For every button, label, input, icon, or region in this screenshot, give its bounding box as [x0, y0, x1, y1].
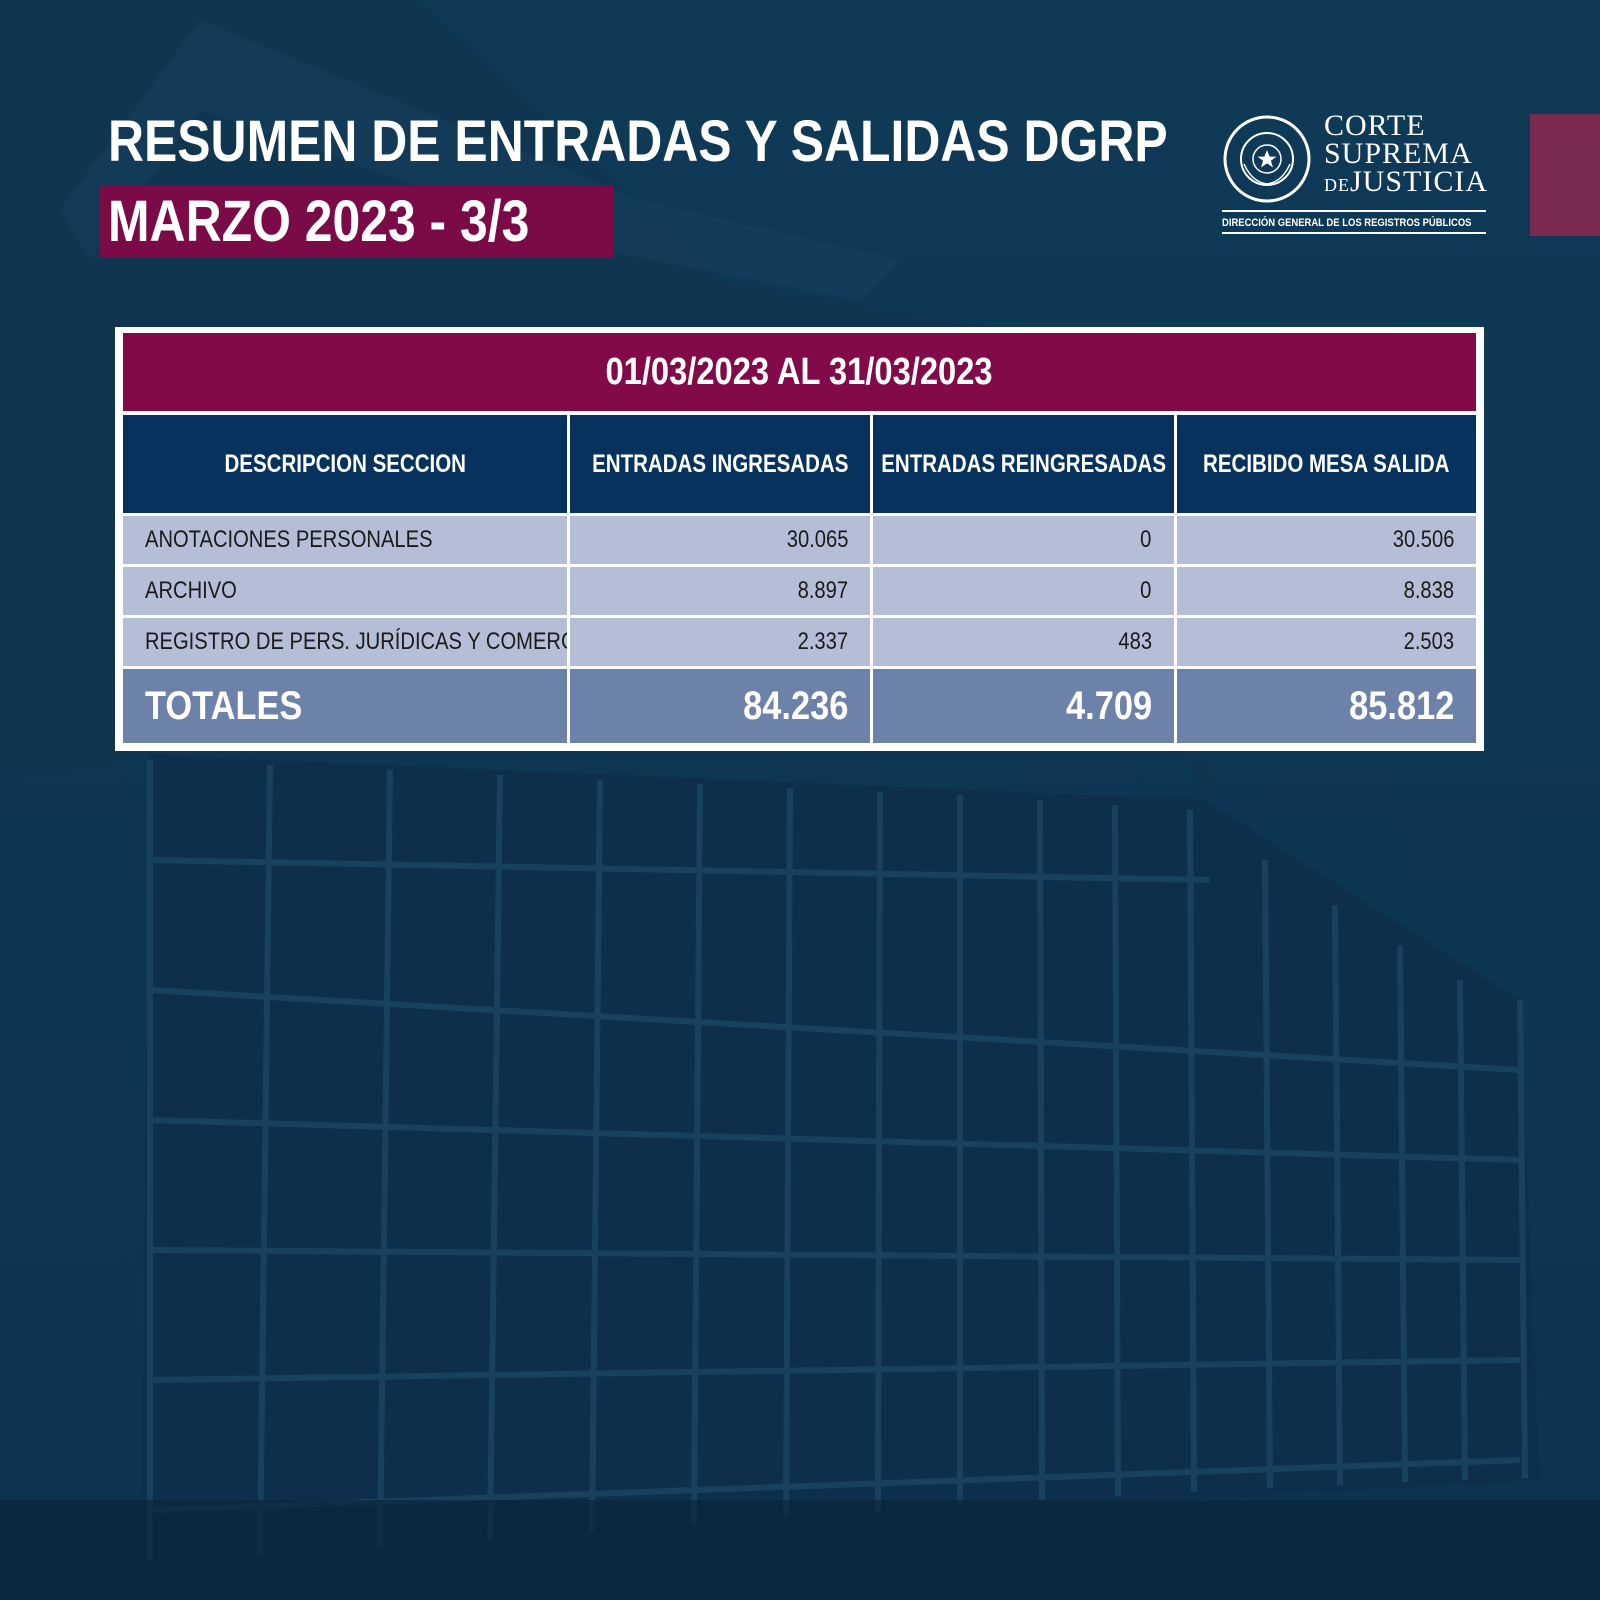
period-label: 01/03/2023 AL 31/03/2023: [605, 351, 994, 393]
logo-line1: CORTE: [1324, 109, 1426, 142]
subtitle-banner: MARZO 2023 - 3/3: [100, 186, 614, 258]
totals-row: TOTALES 84.236 4.709 85.812: [123, 669, 1476, 743]
totals-cell: 85.812: [1176, 669, 1476, 743]
totals-label: TOTALES: [123, 669, 567, 743]
table-cell: 2.337: [569, 618, 871, 666]
table-cell: ANOTACIONES PERSONALES: [123, 516, 567, 564]
logo-line3: DEJUSTICIA: [1324, 165, 1489, 199]
table-cell: 483: [873, 618, 1174, 666]
table-cell: ARCHIVO: [123, 567, 567, 615]
column-header: RECIBIDO MESA SALIDA: [1176, 415, 1476, 513]
column-header: DESCRIPCION SECCION: [123, 415, 568, 513]
totals-cell: 84.236: [569, 669, 871, 743]
table-grid: DESCRIPCION SECCION ENTRADAS INGRESADAS …: [123, 415, 1476, 746]
summary-table: 01/03/2023 AL 31/03/2023 DESCRIPCION SEC…: [115, 327, 1484, 751]
table-header-row: DESCRIPCION SECCION ENTRADAS INGRESADAS …: [123, 415, 1476, 513]
table-cell: 30.506: [1176, 516, 1476, 564]
column-header: ENTRADAS INGRESADAS: [570, 415, 871, 513]
table-cell: 8.897: [569, 567, 871, 615]
table-cell: REGISTRO DE PERS. JURÍDICAS Y COMERCIO: [123, 618, 567, 666]
corte-suprema-logo: CORTE SUPREMA DEJUSTICIA DIRECCIÓN GENER…: [1222, 109, 1490, 234]
logo-divider: [1222, 210, 1486, 212]
table-cell: 0: [873, 567, 1174, 615]
logo-divider-bottom: [1222, 232, 1486, 234]
column-header: ENTRADAS REINGRESADAS: [873, 415, 1174, 513]
page-subtitle: MARZO 2023 - 3/3: [108, 189, 530, 254]
table-row: ARCHIVO 8.897 0 8.838: [123, 567, 1476, 615]
page-title: RESUMEN DE ENTRADAS Y SALIDAS DGRP: [108, 109, 1168, 174]
table-cell: 30.065: [569, 516, 871, 564]
accent-bar: [1530, 114, 1600, 236]
logo-wordmark: CORTE SUPREMA DEJUSTICIA: [1324, 109, 1489, 199]
logo-line3-prefix: DE: [1324, 175, 1350, 195]
logo-subtitle: DIRECCIÓN GENERAL DE LOS REGISTROS PÚBLI…: [1222, 217, 1472, 229]
table-cell: 0: [873, 516, 1174, 564]
table-cell: 2.503: [1176, 618, 1476, 666]
national-seal-icon: [1223, 115, 1311, 203]
table-row: ANOTACIONES PERSONALES 30.065 0 30.506: [123, 516, 1476, 564]
logo-line3-main: JUSTICIA: [1350, 165, 1489, 198]
table-cell: 8.838: [1176, 567, 1476, 615]
logo-line2: SUPREMA: [1324, 137, 1473, 170]
totals-cell: 4.709: [873, 669, 1174, 743]
period-header: 01/03/2023 AL 31/03/2023: [123, 333, 1476, 411]
table-row: REGISTRO DE PERS. JURÍDICAS Y COMERCIO 2…: [123, 618, 1476, 666]
